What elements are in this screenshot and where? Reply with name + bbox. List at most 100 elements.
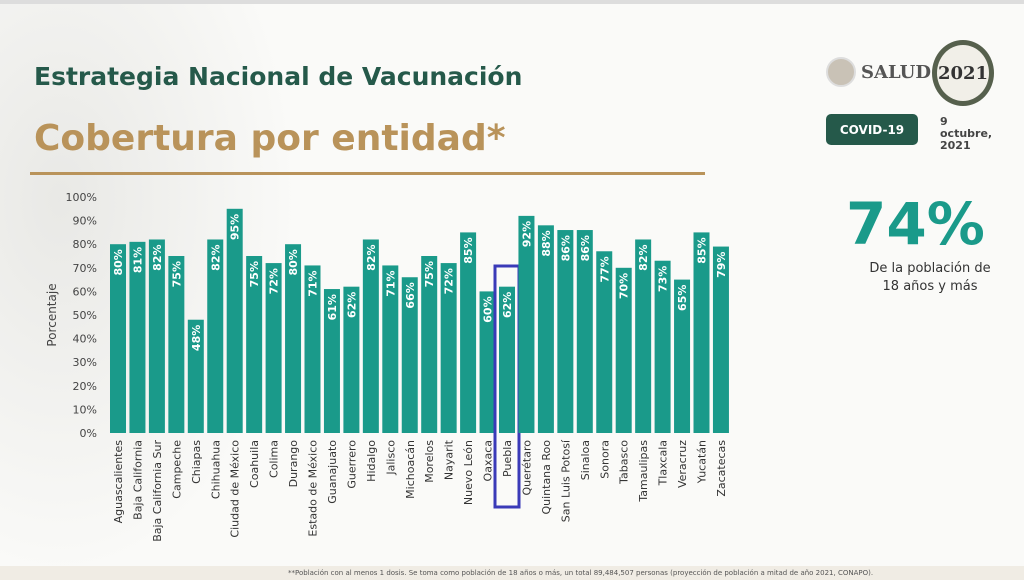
- y-tick-label: 40%: [73, 333, 97, 346]
- seal-icon: [826, 57, 856, 87]
- bar: [499, 286, 515, 433]
- data-label: 72%: [443, 268, 456, 294]
- bar: [148, 239, 165, 433]
- category-label: Tamaulipas: [637, 440, 650, 503]
- category-label: Chiapas: [190, 440, 203, 484]
- category-label: Nuevo León: [462, 440, 475, 505]
- bar: [226, 208, 243, 433]
- category-label: Campeche: [170, 440, 183, 499]
- bar: [207, 239, 224, 433]
- data-label: 79%: [715, 252, 728, 278]
- kpi-caption: De la población de 18 años y más: [869, 261, 991, 294]
- data-label: 66%: [404, 282, 417, 308]
- data-label: 80%: [112, 249, 125, 275]
- category-label: Coahuila: [248, 440, 261, 488]
- data-label: 48%: [190, 325, 203, 351]
- bar: [168, 256, 185, 433]
- y-tick-label: 0%: [80, 427, 97, 440]
- data-label: 80%: [287, 249, 300, 275]
- salud-logo-text: SALUD: [861, 61, 931, 83]
- year-logo-text: 2021: [937, 62, 989, 84]
- data-label: 82%: [637, 244, 650, 270]
- category-label: San Luis Potosí: [559, 439, 572, 522]
- data-label: 82%: [151, 244, 164, 270]
- bar: [479, 291, 496, 433]
- bar: [674, 279, 691, 433]
- category-label: Tlaxcala: [657, 440, 670, 486]
- y-tick-label: 30%: [73, 356, 97, 369]
- bar: [654, 260, 671, 433]
- data-label: 85%: [462, 237, 475, 263]
- category-label: Durango: [287, 440, 300, 488]
- bar: [285, 244, 302, 433]
- category-label: Baja California: [131, 440, 144, 520]
- category-label: Aguascalientes: [112, 440, 125, 524]
- data-label: 70%: [618, 273, 631, 299]
- category-label: Chihuahua: [209, 440, 222, 499]
- data-label: 60%: [482, 296, 495, 322]
- data-label: 65%: [676, 285, 689, 311]
- data-label: 82%: [209, 244, 222, 270]
- category-label: Quintana Roo: [540, 440, 553, 515]
- date-label: 9 octubre, 2021: [940, 115, 993, 152]
- data-label: 88%: [540, 230, 553, 256]
- mexico-2021-logo: 2021: [932, 40, 994, 106]
- bar: [323, 289, 340, 433]
- bar: [343, 286, 360, 433]
- data-label: 73%: [657, 266, 670, 292]
- bar: [635, 239, 652, 433]
- data-label: 85%: [696, 237, 709, 263]
- category-label: Ciudad de México: [229, 440, 242, 538]
- data-label: 75%: [423, 261, 436, 287]
- bar: [596, 251, 613, 433]
- category-label: Guanajuato: [326, 440, 339, 504]
- y-tick-label: 100%: [66, 191, 97, 204]
- bar: [110, 244, 126, 433]
- bar: [187, 319, 204, 433]
- bar: [693, 232, 710, 433]
- salud-logo: SALUD: [826, 57, 931, 87]
- bar: [246, 256, 263, 433]
- category-label: Veracruz: [676, 440, 689, 488]
- bar: [265, 263, 282, 433]
- category-label: Nayarit: [443, 439, 456, 480]
- category-label: Guerrero: [345, 440, 358, 489]
- bar: [460, 232, 477, 433]
- data-label: 62%: [501, 292, 514, 318]
- data-label: 61%: [326, 294, 339, 320]
- data-label: 81%: [131, 247, 144, 273]
- data-label: 86%: [579, 235, 592, 261]
- bar: [421, 256, 438, 433]
- data-label: 82%: [365, 244, 378, 270]
- category-label: Morelos: [423, 440, 436, 483]
- category-label: Jalisco: [384, 440, 397, 476]
- y-tick-label: 90%: [73, 215, 97, 228]
- page-subtitle: Cobertura por entidad*: [34, 118, 506, 159]
- data-label: 92%: [520, 221, 533, 247]
- category-label: Querétaro: [520, 440, 533, 496]
- bar: [537, 225, 554, 433]
- bar: [712, 246, 729, 433]
- bar: [440, 263, 457, 433]
- bar: [382, 265, 399, 433]
- data-label: 71%: [307, 270, 320, 296]
- bar: [362, 239, 379, 433]
- page-title: Estrategia Nacional de Vacunación: [34, 62, 523, 91]
- y-tick-label: 60%: [73, 285, 97, 298]
- category-label: Colima: [268, 440, 281, 478]
- bar: [557, 230, 574, 433]
- y-tick-label: 50%: [73, 309, 97, 322]
- category-label: Hidalgo: [365, 440, 378, 482]
- data-label: 62%: [345, 292, 358, 318]
- data-label: 75%: [248, 261, 261, 287]
- category-label: Puebla: [501, 440, 514, 477]
- covid-badge: COVID-19: [826, 114, 918, 145]
- bar: [129, 241, 146, 433]
- y-tick-label: 10%: [73, 403, 97, 416]
- title-divider: [30, 172, 705, 175]
- y-tick-label: 70%: [73, 262, 97, 275]
- bar: [518, 215, 535, 433]
- category-label: Michoacán: [404, 440, 417, 499]
- data-label: 72%: [268, 268, 281, 294]
